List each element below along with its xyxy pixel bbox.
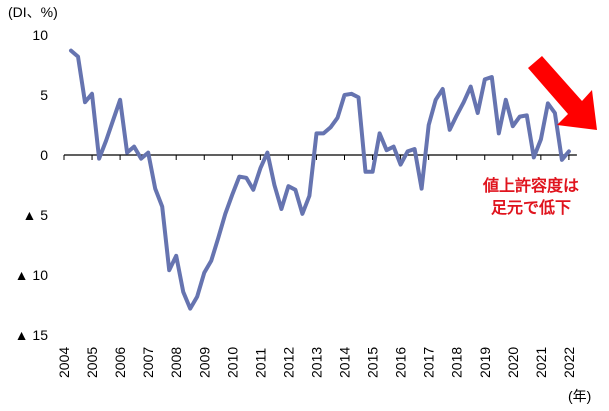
x-tick-label: 2015 bbox=[365, 347, 381, 378]
y-axis-tick-labels: 10 5 0 ▲ 5 ▲ 10 ▲ 15 bbox=[15, 27, 49, 343]
red-arrow-icon bbox=[528, 56, 597, 130]
x-tick-label: 2014 bbox=[337, 347, 353, 378]
di-series-line bbox=[69, 48, 571, 311]
y-tick-label: ▲ 15 bbox=[15, 327, 49, 343]
x-tick-label: 2019 bbox=[477, 347, 493, 378]
y-tick-label: 10 bbox=[32, 27, 48, 43]
y-axis-unit-label: (DI、%) bbox=[8, 4, 58, 20]
x-tick-label: 2009 bbox=[196, 347, 212, 378]
y-tick-label: 5 bbox=[40, 87, 48, 103]
annotation-line-1: 値上許容度は bbox=[482, 178, 579, 195]
x-tick-label: 2006 bbox=[112, 347, 128, 378]
x-tick-label: 2020 bbox=[505, 347, 521, 378]
x-tick-label: 2018 bbox=[449, 347, 465, 378]
y-tick-label: ▲ 5 bbox=[22, 207, 48, 223]
x-tick-label: 2022 bbox=[561, 347, 577, 378]
x-axis-unit-label: (年) bbox=[568, 388, 592, 404]
y-tick-label: ▲ 10 bbox=[15, 267, 49, 283]
x-tick-label: 2013 bbox=[308, 347, 324, 378]
x-tick-label: 2016 bbox=[393, 347, 409, 378]
x-tick-label: 2007 bbox=[140, 347, 156, 378]
annotation-line-2: 足元で低下 bbox=[490, 200, 571, 217]
x-tick-label: 2008 bbox=[168, 347, 184, 378]
y-tick-label: 0 bbox=[40, 147, 48, 163]
x-tick-label: 2004 bbox=[56, 347, 72, 378]
x-tick-label: 2010 bbox=[224, 347, 240, 378]
x-tick-label: 2017 bbox=[421, 347, 437, 378]
annotation-text: 値上許容度は 足元で低下 bbox=[466, 176, 596, 220]
x-tick-label: 2021 bbox=[533, 347, 549, 378]
x-tick-label: 2012 bbox=[280, 347, 296, 378]
x-axis-tick-labels: 2004 2005 2006 2007 2008 2009 2010 2011 2012 2013… bbox=[56, 347, 577, 378]
x-tick-label: 2005 bbox=[84, 347, 100, 378]
x-tick-label: 2011 bbox=[252, 348, 268, 378]
